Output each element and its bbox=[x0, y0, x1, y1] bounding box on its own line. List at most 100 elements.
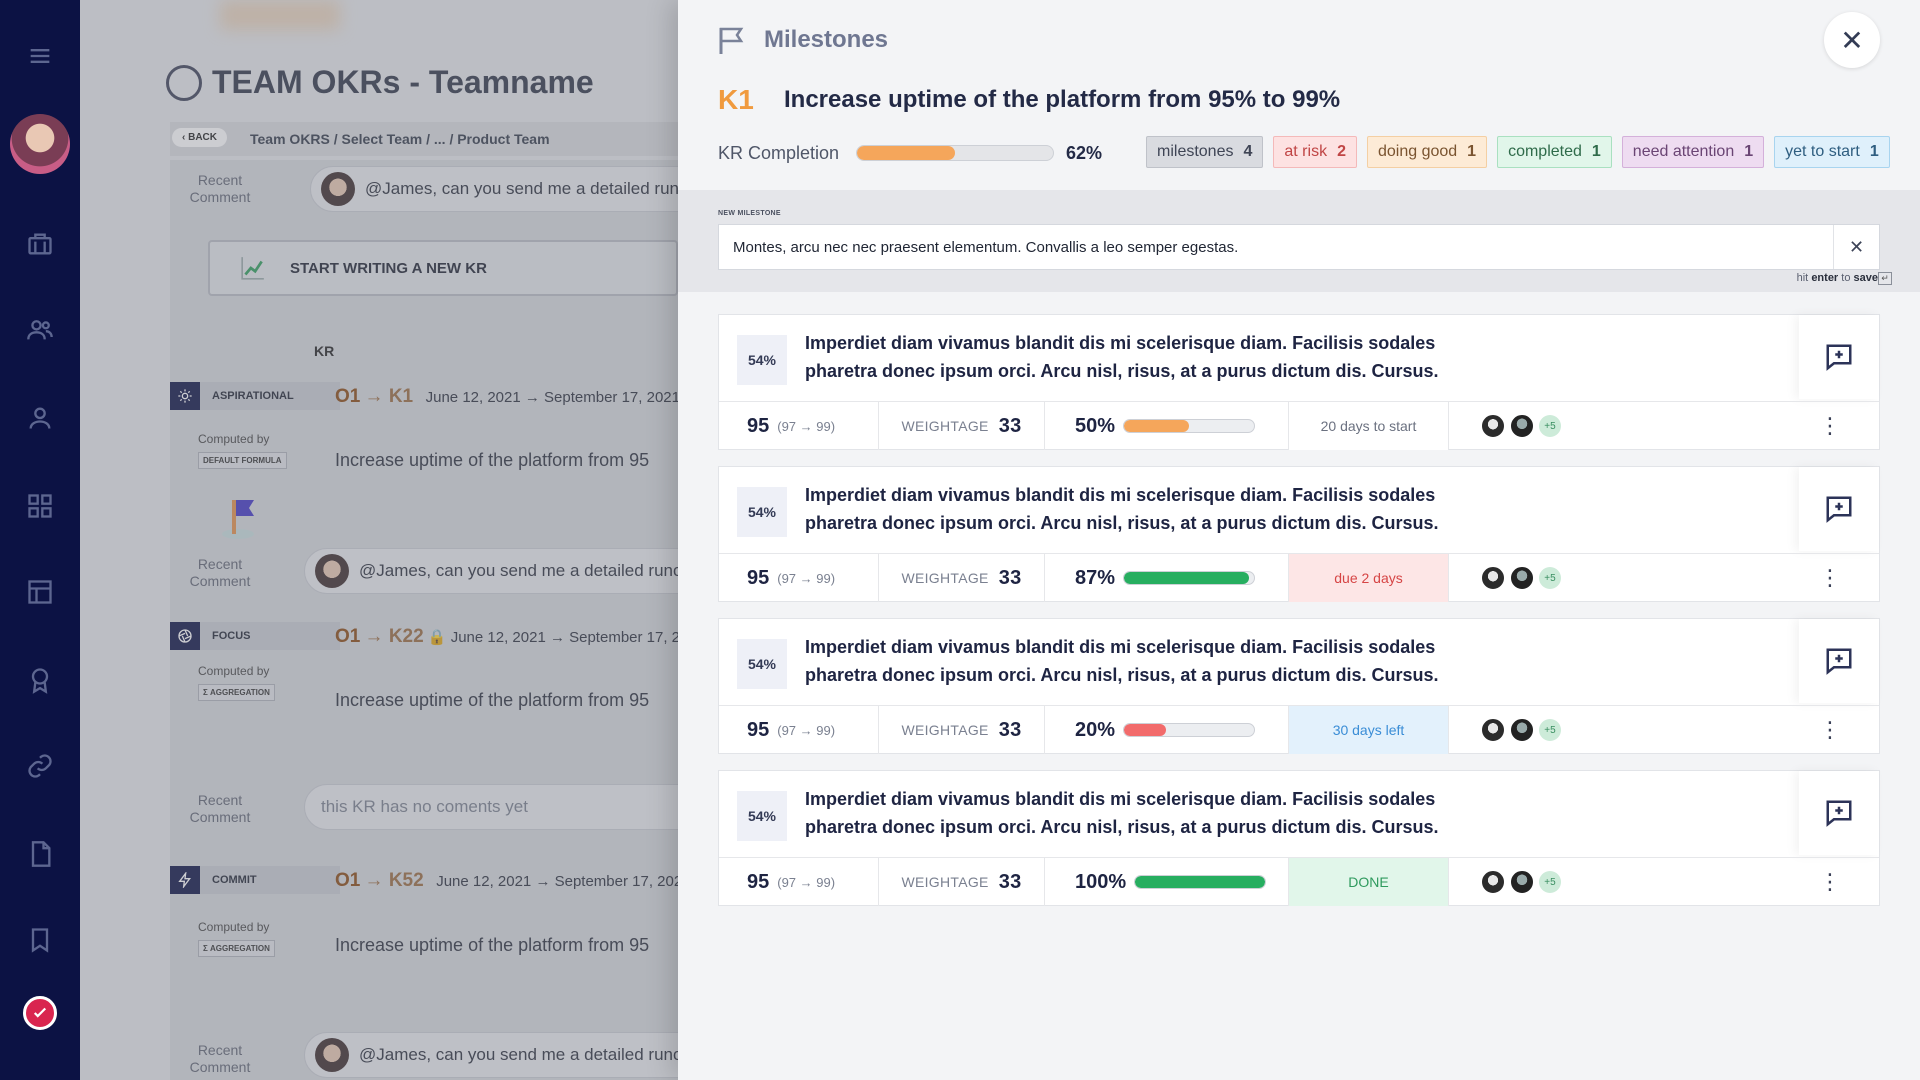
milestone-value[interactable]: 95 (97 → 99) bbox=[719, 554, 879, 602]
user-avatar[interactable] bbox=[10, 114, 70, 174]
grid-icon[interactable] bbox=[24, 490, 56, 522]
milestone-value[interactable]: 95 (97 → 99) bbox=[719, 706, 879, 754]
assignees[interactable]: +5 bbox=[1449, 858, 1561, 906]
milestone-description[interactable]: Imperdiet diam vivamus blandit dis mi sc… bbox=[805, 333, 1439, 381]
chip-doing-good[interactable]: doing good 1 bbox=[1366, 136, 1488, 168]
add-comment-button[interactable] bbox=[1799, 467, 1879, 551]
backdrop-overlay[interactable] bbox=[80, 0, 680, 1080]
kr-title[interactable]: Increase uptime of the platform from 95 bbox=[335, 935, 650, 955]
milestone-percent: 54% bbox=[737, 791, 787, 841]
status-badge: 20 days to start bbox=[1289, 402, 1449, 450]
milestone-description[interactable]: Imperdiet diam vivamus blandit dis mi sc… bbox=[805, 789, 1439, 837]
milestone-card[interactable]: 54% Imperdiet diam vivamus blandit dis m… bbox=[718, 314, 1880, 450]
milestones-drawer: Milestones ✕ K1 Increase uptime of the p… bbox=[678, 0, 1920, 1080]
recent-comment[interactable]: this KR has no coments yet bbox=[304, 784, 680, 830]
milestone-menu-button[interactable]: ⋮ bbox=[1539, 706, 1879, 754]
chip-at-risk[interactable]: at risk 2 bbox=[1273, 136, 1357, 168]
recent-comment[interactable]: @James, can you send me a detailed run bbox=[310, 166, 680, 212]
assignees[interactable]: +5 bbox=[1449, 554, 1561, 602]
avatar bbox=[1481, 414, 1505, 438]
milestone-menu-button[interactable]: ⋮ bbox=[1539, 858, 1879, 906]
drawer-header: Milestones ✕ K1 Increase uptime of the p… bbox=[678, 0, 1920, 190]
column-header-kr: KR bbox=[314, 343, 335, 359]
milestone-progress[interactable]: 20% bbox=[1045, 706, 1289, 754]
layout-icon[interactable] bbox=[24, 576, 56, 608]
bookmark-icon[interactable] bbox=[24, 924, 56, 956]
weightage[interactable]: WEIGHTAGE 33 bbox=[879, 706, 1045, 754]
milestone-stats-row: 95 (97 → 99) WEIGHTAGE 33 20% 30 days left… bbox=[719, 705, 1879, 754]
milestone-card[interactable]: 54% Imperdiet diam vivamus blandit dis m… bbox=[718, 466, 1880, 602]
person-icon[interactable] bbox=[24, 402, 56, 434]
weightage[interactable]: WEIGHTAGE 33 bbox=[879, 402, 1045, 450]
progress-fill bbox=[1135, 876, 1266, 888]
chip-milestones[interactable]: milestones 4 bbox=[1146, 136, 1264, 168]
hamburger-menu-icon[interactable] bbox=[24, 40, 56, 72]
new-kr-button[interactable]: START WRITING A NEW KR bbox=[208, 240, 678, 296]
kr-completion-label: KR Completion bbox=[718, 143, 840, 163]
assignees[interactable]: +5 bbox=[1449, 402, 1561, 450]
add-comment-button[interactable] bbox=[1799, 619, 1879, 703]
enter-key-icon: ↵ bbox=[1878, 272, 1892, 285]
progress-bar bbox=[1123, 571, 1256, 585]
clear-input-button[interactable]: ✕ bbox=[1833, 225, 1879, 269]
weightage[interactable]: WEIGHTAGE 33 bbox=[879, 554, 1045, 602]
comment-plus-icon bbox=[1826, 496, 1852, 523]
back-button[interactable]: ‹ BACK bbox=[172, 128, 227, 147]
assignees[interactable]: +5 bbox=[1449, 706, 1561, 754]
kr-title[interactable]: Increase uptime of the platform from 95 bbox=[335, 450, 650, 470]
milestone-progress[interactable]: 100% bbox=[1045, 858, 1289, 906]
recent-comment[interactable]: @James, can you send me a detailed runc bbox=[304, 1032, 680, 1078]
document-icon[interactable] bbox=[24, 838, 56, 870]
milestone-stats-row: 95 (97 → 99) WEIGHTAGE 33 50% 20 days to s… bbox=[719, 401, 1879, 450]
more-assignees-badge[interactable]: +5 bbox=[1539, 415, 1561, 437]
milestone-description[interactable]: Imperdiet diam vivamus blandit dis mi sc… bbox=[805, 637, 1439, 685]
milestone-card[interactable]: 54% Imperdiet diam vivamus blandit dis m… bbox=[718, 618, 1880, 754]
check-circle-icon[interactable] bbox=[23, 996, 57, 1030]
add-comment-button[interactable] bbox=[1799, 771, 1879, 855]
close-icon: ✕ bbox=[1848, 236, 1865, 257]
avatar bbox=[1481, 566, 1505, 590]
kebab-menu-icon: ⋮ bbox=[1819, 413, 1841, 438]
tag-commit: COMMIT bbox=[170, 866, 340, 894]
lock-icon: 🔒 bbox=[427, 629, 447, 646]
milestone-value[interactable]: 95 (97 → 99) bbox=[719, 402, 879, 450]
kr-title[interactable]: Increase uptime of the platform from 95 bbox=[335, 690, 650, 710]
weightage[interactable]: WEIGHTAGE 33 bbox=[879, 858, 1045, 906]
add-comment-button[interactable] bbox=[1799, 315, 1879, 399]
more-assignees-badge[interactable]: +5 bbox=[1539, 871, 1561, 893]
kr-line: O1 → K1 June 12, 2021 → September 17, 20… bbox=[335, 386, 680, 407]
kr-completion-bar bbox=[856, 145, 1054, 161]
milestone-card[interactable]: 54% Imperdiet diam vivamus blandit dis m… bbox=[718, 770, 1880, 906]
recent-comment[interactable]: @James, can you send me a detailed runc bbox=[304, 548, 680, 594]
kebab-menu-icon: ⋮ bbox=[1819, 565, 1841, 590]
milestone-description[interactable]: Imperdiet diam vivamus blandit dis mi sc… bbox=[805, 485, 1439, 533]
milestone-percent: 54% bbox=[737, 639, 787, 689]
aperture-logo-icon bbox=[166, 64, 202, 101]
link-icon[interactable] bbox=[24, 750, 56, 782]
close-button[interactable]: ✕ bbox=[1824, 12, 1880, 68]
aperture-icon bbox=[170, 622, 200, 650]
computed-by-label: Computed by bbox=[198, 920, 270, 934]
kebab-menu-icon: ⋮ bbox=[1819, 717, 1841, 742]
chip-completed[interactable]: completed 1 bbox=[1497, 136, 1612, 168]
milestone-menu-button[interactable]: ⋮ bbox=[1539, 554, 1879, 602]
chip-yet-to-start[interactable]: yet to start 1 bbox=[1774, 136, 1890, 168]
milestone-value[interactable]: 95 (97 → 99) bbox=[719, 858, 879, 906]
more-assignees-badge[interactable]: +5 bbox=[1539, 567, 1561, 589]
comment-plus-icon bbox=[1826, 800, 1852, 827]
kr-line: O1 → K22 🔒 June 12, 2021 → September 17,… bbox=[335, 626, 680, 647]
team-icon[interactable] bbox=[24, 314, 56, 346]
milestone-menu-button[interactable]: ⋮ bbox=[1539, 402, 1879, 450]
breadcrumb[interactable]: Team OKRS / Select Team / ... / Product … bbox=[250, 131, 550, 147]
new-milestone-input[interactable]: Montes, arcu nec nec praesent elementum.… bbox=[718, 224, 1880, 270]
briefcase-icon[interactable] bbox=[24, 228, 56, 260]
award-icon[interactable] bbox=[24, 664, 56, 696]
kr-completion-pct: 62% bbox=[1066, 143, 1103, 163]
recent-comment-label: Recent Comment bbox=[189, 1042, 251, 1075]
milestone-progress[interactable]: 50% bbox=[1045, 402, 1289, 450]
milestone-progress[interactable]: 87% bbox=[1045, 554, 1289, 602]
chip-need-attention[interactable]: need attention 1 bbox=[1621, 136, 1765, 168]
flag-icon bbox=[718, 26, 744, 54]
tag-aspirational: ASPIRATIONAL bbox=[170, 382, 340, 410]
more-assignees-badge[interactable]: +5 bbox=[1539, 719, 1561, 741]
